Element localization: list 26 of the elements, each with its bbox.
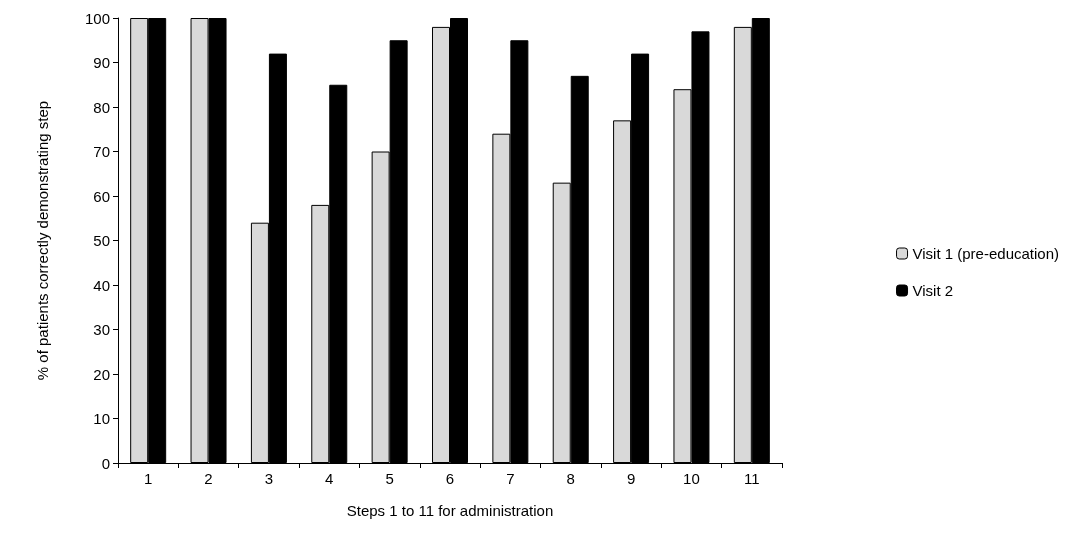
- x-tick-label: 3: [264, 470, 274, 487]
- y-tick-label: 50: [93, 232, 110, 249]
- x-tick-label: 1: [144, 470, 153, 487]
- y-tick-label: 90: [93, 54, 110, 71]
- y-tick-label: 40: [93, 276, 110, 294]
- x-tick-label: 2: [204, 470, 213, 487]
- x-axis-title: Steps 1 to 11 for administration: [346, 502, 554, 519]
- x-tick-label: 6: [445, 470, 455, 487]
- y-tick-label: 20: [93, 365, 110, 383]
- x-tick-label: 5: [385, 470, 394, 487]
- x-tick-label: 7: [506, 470, 515, 487]
- legend-label: Visit 1 (pre-education): [912, 245, 1060, 262]
- y-tick-label: 70: [93, 143, 110, 160]
- y-axis-title: % of patients correctly demonstrating step: [34, 100, 51, 381]
- x-tick-label: 10: [683, 470, 700, 487]
- y-tick-label: 100: [84, 9, 110, 27]
- y-tick-label: 80: [93, 98, 110, 116]
- y-tick-label: 60: [93, 187, 110, 205]
- y-tick-label: 30: [93, 321, 110, 338]
- x-tick-label: 9: [626, 470, 636, 487]
- x-tick-label: 8: [566, 470, 575, 487]
- legend-label: Visit 2: [912, 282, 954, 299]
- y-tick-label: 10: [93, 410, 110, 427]
- x-tick-label: 11: [744, 470, 760, 487]
- x-tick-label: 4: [325, 470, 334, 487]
- y-tick-label: 0: [101, 454, 110, 472]
